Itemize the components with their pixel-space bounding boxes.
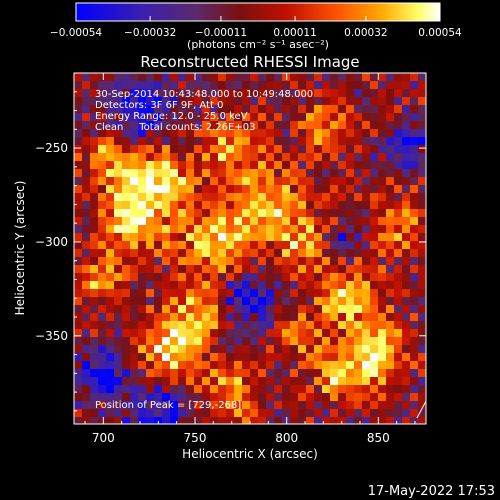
colorbar-tick-label: −0.00054 <box>50 27 103 39</box>
x-axis-label: Heliocentric X (arcsec) <box>182 447 318 461</box>
y-axis-label: Heliocentric Y (arcsec) <box>13 181 27 316</box>
x-tick-label: 750 <box>184 431 207 445</box>
x-axis-ticks: 700 750 800 850 <box>84 73 416 445</box>
x-tick-label: 800 <box>275 431 298 445</box>
annotation-block: 30-Sep-2014 10:43:48.000 to 10:49:48.000… <box>95 89 313 133</box>
colorbar: −0.00054 −0.00032 −0.00011 0.00011 0.00032 0.… <box>50 2 462 51</box>
footer-timestamp: 17-May-2022 17:53 <box>368 484 495 499</box>
y-tick-label: −250 <box>35 141 68 155</box>
colorbar-tick-labels: −0.00054 −0.00032 −0.00011 0.00011 0.00032 0.… <box>50 27 462 39</box>
annotation-energy-range: Energy Range: 12.0 - 25.0 keV <box>95 111 248 122</box>
colorbar-tick-label: 0.00032 <box>344 27 387 39</box>
chart-title: Reconstructed RHESSI Image <box>140 53 359 71</box>
heatmap-image <box>74 73 426 424</box>
x-tick-label: 700 <box>92 431 115 445</box>
colorbar-tick-label: −0.00011 <box>195 27 247 39</box>
corner-slash-mark <box>416 400 427 419</box>
annotation-time-range: 30-Sep-2014 10:43:48.000 to 10:49:48.000 <box>95 89 313 100</box>
colorbar-unit-label: (photons cm⁻² s⁻¹ asec⁻²) <box>187 38 329 51</box>
colorbar-gradient <box>75 2 441 22</box>
annotation-detectors: Detectors: 3F 6F 9F, Att 0 <box>95 100 223 111</box>
colorbar-tick-label: 0.00011 <box>273 27 316 39</box>
colorbar-tick-label: 0.00054 <box>418 27 462 39</box>
peak-position-label: Position of Peak = [729,-268] <box>95 400 241 411</box>
colorbar-tick-label: −0.00032 <box>124 27 176 39</box>
colorbar-ticks <box>75 16 441 21</box>
y-tick-label: −300 <box>35 235 68 249</box>
x-tick-label: 850 <box>367 431 390 445</box>
annotation-clean-counts: Clean Total counts: 2.26E+03 <box>95 122 255 133</box>
y-tick-label: −350 <box>35 329 68 343</box>
y-axis-ticks: −250 −300 −350 <box>35 72 426 412</box>
